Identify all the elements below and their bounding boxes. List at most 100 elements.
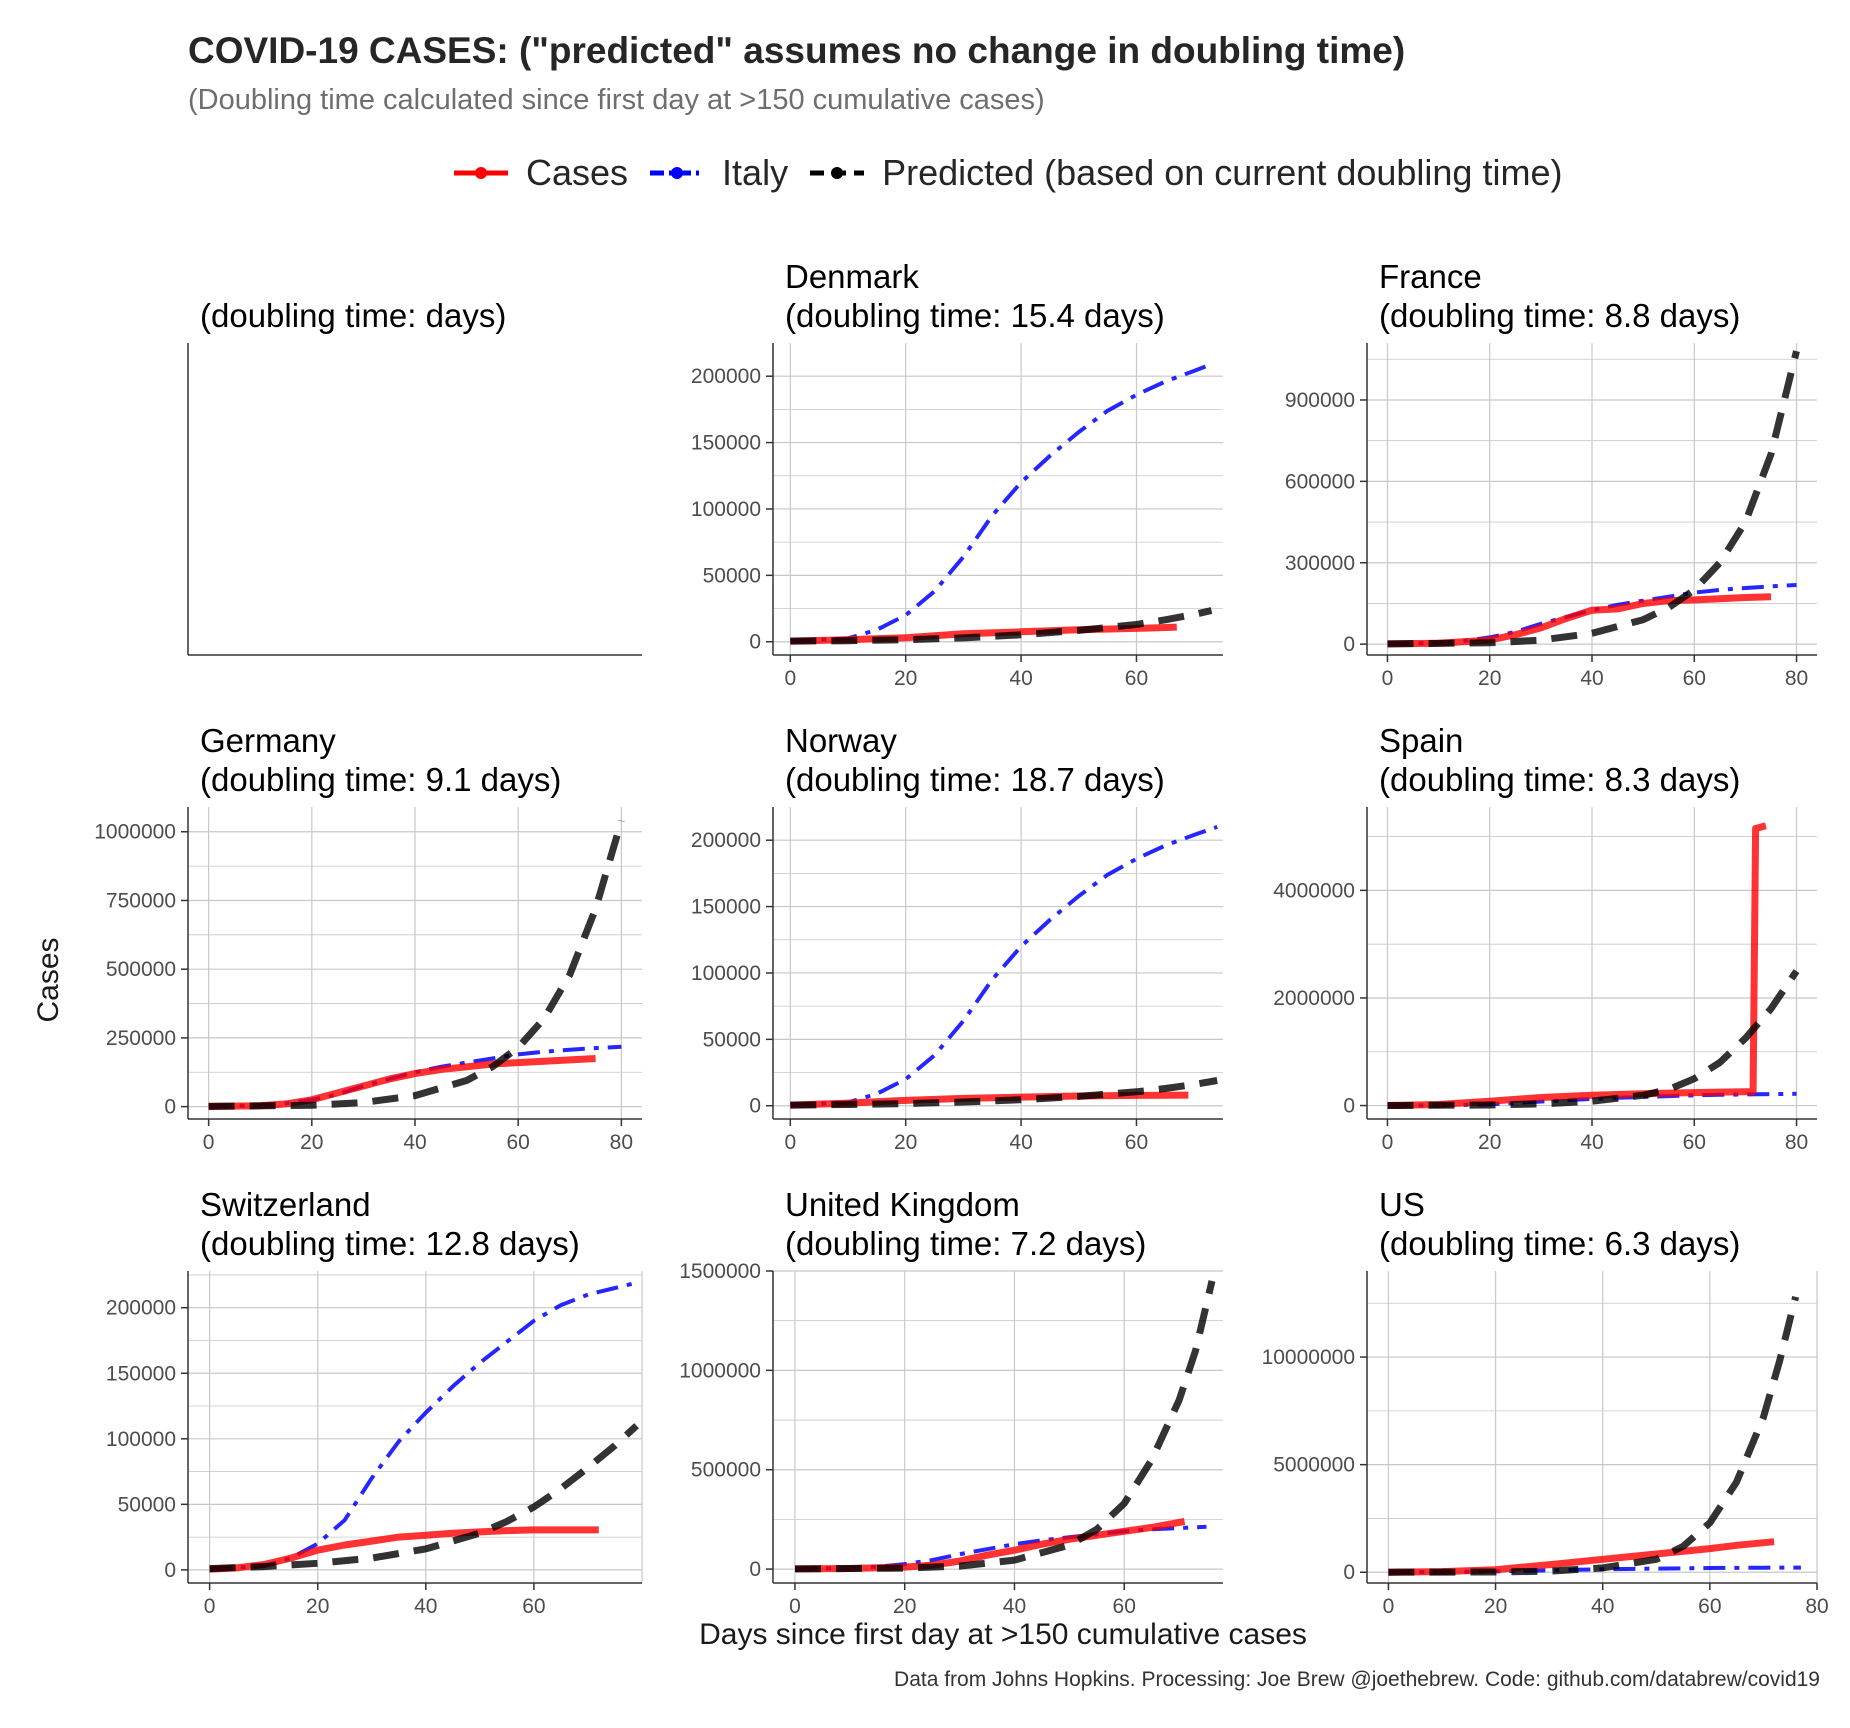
panel-us: US(doubling time: 6.3 days) 0 20 40 60 80 0 500… xyxy=(1262,1186,1829,1618)
panel-doubling-time: (doubling time: 7.2 days) xyxy=(785,1225,1146,1262)
chart-subtitle: (Doubling time calculated since first da… xyxy=(188,84,1045,116)
panel-country-title: Switzerland xyxy=(200,1186,371,1223)
x-tick-label: 20 xyxy=(894,667,917,690)
legend-item-italy: Italy xyxy=(646,152,788,194)
x-tick-label: 60 xyxy=(507,1131,530,1154)
y-tick-label: 250000 xyxy=(106,1027,176,1050)
y-tick-label: 150000 xyxy=(106,1362,176,1385)
panel-germany: Germany(doubling time: 9.1 days) 0 20 40 60 8… xyxy=(94,722,642,1154)
panel-country-title: France xyxy=(1379,258,1482,295)
series-line-predicted xyxy=(790,1077,1218,1109)
y-tick-label: 750000 xyxy=(106,889,176,912)
panel-country-title: Germany xyxy=(200,722,336,759)
y-tick-label: 600000 xyxy=(1285,470,1355,493)
y-tick-label: 200000 xyxy=(691,829,761,852)
legend-item-cases: Cases xyxy=(450,152,628,194)
panel-doubling-time: (doubling time: 15.4 days) xyxy=(785,297,1165,334)
y-tick-label: 4000000 xyxy=(1273,879,1355,902)
panel-denmark: Denmark(doubling time: 15.4 days) 0 20 40 60… xyxy=(691,258,1223,690)
x-tick-label: 20 xyxy=(893,1595,916,1618)
x-tick-label: 0 xyxy=(1382,1131,1394,1154)
y-tick-label: 100000 xyxy=(106,1428,176,1451)
x-tick-label: 20 xyxy=(300,1131,323,1154)
x-tick-label: 80 xyxy=(1785,667,1808,690)
series-line-predicted xyxy=(790,607,1213,645)
y-tick-label: 0 xyxy=(749,1558,761,1581)
y-tick-label: 0 xyxy=(164,1096,176,1119)
y-axis-label: Cases xyxy=(32,937,65,1022)
y-tick-label: 500000 xyxy=(106,958,176,981)
y-tick-label: 50000 xyxy=(118,1493,176,1516)
y-tick-label: 0 xyxy=(1343,633,1355,656)
series-line-cases xyxy=(794,1517,1186,1573)
series-line-italy xyxy=(790,825,1218,1108)
x-tick-label: 40 xyxy=(1580,667,1603,690)
legend-key-cases xyxy=(454,167,508,179)
panel-country-title: Spain xyxy=(1379,722,1463,759)
panel-doubling-time: (doubling time: 6.3 days) xyxy=(1379,1225,1740,1262)
y-tick-label: 0 xyxy=(164,1559,176,1582)
x-axis-label: Days since first day at >150 cumulative … xyxy=(699,1618,1307,1651)
legend-item-predicted: Predicted (based on current doubling tim… xyxy=(806,152,1562,194)
x-tick-label: 20 xyxy=(894,1131,917,1154)
y-tick-label: 0 xyxy=(749,631,761,654)
series-line-cases xyxy=(208,1055,596,1110)
y-tick-label: 50000 xyxy=(703,1028,761,1051)
y-tick-label: 150000 xyxy=(691,432,761,455)
x-tick-label: 40 xyxy=(1009,1131,1032,1154)
x-tick-label: 60 xyxy=(1125,1131,1148,1154)
y-tick-label: 0 xyxy=(1343,1095,1355,1118)
series-line-predicted xyxy=(1387,350,1800,648)
x-tick-label: 60 xyxy=(522,1595,545,1618)
x-tick-label: 40 xyxy=(1003,1595,1026,1618)
legend-label-italy: Italy xyxy=(722,152,789,193)
y-tick-label: 200000 xyxy=(106,1297,176,1320)
legend-label-predicted: Predicted (based on current doubling tim… xyxy=(882,152,1563,193)
caption: Data from Johns Hopkins. Processing: Joe… xyxy=(894,1668,1820,1691)
panel-norway: Norway(doubling time: 18.7 days) 0 20 40 60 0… xyxy=(691,722,1223,1154)
series-line-italy xyxy=(790,362,1213,644)
x-tick-label: 20 xyxy=(1484,1595,1507,1618)
x-tick-label: 0 xyxy=(784,667,796,690)
y-tick-label: 0 xyxy=(1343,1561,1355,1584)
y-tick-label: 50000 xyxy=(703,564,761,587)
x-tick-label: 0 xyxy=(789,1595,801,1618)
panel-country-title: Denmark xyxy=(785,258,919,295)
panel-switzerland: Switzerland(doubling time: 12.8 days) 0 20… xyxy=(106,1186,643,1618)
x-tick-label: 80 xyxy=(1805,1595,1828,1618)
series-line-italy xyxy=(209,1280,638,1572)
x-tick-label: 80 xyxy=(1785,1131,1808,1154)
x-tick-label: 20 xyxy=(1478,1131,1501,1154)
y-tick-label: 2000000 xyxy=(1273,987,1355,1010)
panel-blank: (doubling time: days) xyxy=(187,297,642,656)
x-tick-label: 40 xyxy=(1580,1131,1603,1154)
chart-title: COVID-19 CASES: ("predicted" assumes no … xyxy=(188,30,1406,71)
series-line-predicted xyxy=(209,1423,639,1573)
x-tick-label: 0 xyxy=(784,1131,796,1154)
y-tick-label: 100000 xyxy=(691,962,761,985)
panel-doubling-time: (doubling time: 18.7 days) xyxy=(785,761,1165,798)
panel-country-title: United Kingdom xyxy=(785,1186,1020,1223)
y-tick-label: 5000000 xyxy=(1273,1454,1355,1477)
x-tick-label: 60 xyxy=(1113,1595,1136,1618)
panel-spain: Spain(doubling time: 8.3 days) 0 20 40 60 80 0… xyxy=(1273,722,1817,1154)
panel-doubling-time: (doubling time: 9.1 days) xyxy=(200,761,561,798)
y-tick-label: 100000 xyxy=(691,498,761,521)
x-tick-label: 0 xyxy=(1382,667,1394,690)
legend-key-predicted xyxy=(810,167,865,179)
series-line-predicted xyxy=(208,819,625,1110)
panel-country-title: US xyxy=(1379,1186,1425,1223)
x-tick-label: 40 xyxy=(1009,667,1032,690)
x-tick-label: 20 xyxy=(1478,667,1501,690)
panel-doubling-time: (doubling time: 8.8 days) xyxy=(1379,297,1740,334)
legend-key-italy xyxy=(650,167,705,179)
x-tick-label: 80 xyxy=(610,1131,633,1154)
series-line-predicted xyxy=(1387,969,1800,1109)
x-tick-label: 0 xyxy=(203,1131,215,1154)
series-line-cases xyxy=(1388,1538,1775,1576)
x-tick-label: 40 xyxy=(403,1131,426,1154)
series-line-predicted xyxy=(794,1280,1216,1573)
y-tick-label: 10000000 xyxy=(1262,1346,1355,1369)
x-tick-label: 40 xyxy=(1591,1595,1614,1618)
